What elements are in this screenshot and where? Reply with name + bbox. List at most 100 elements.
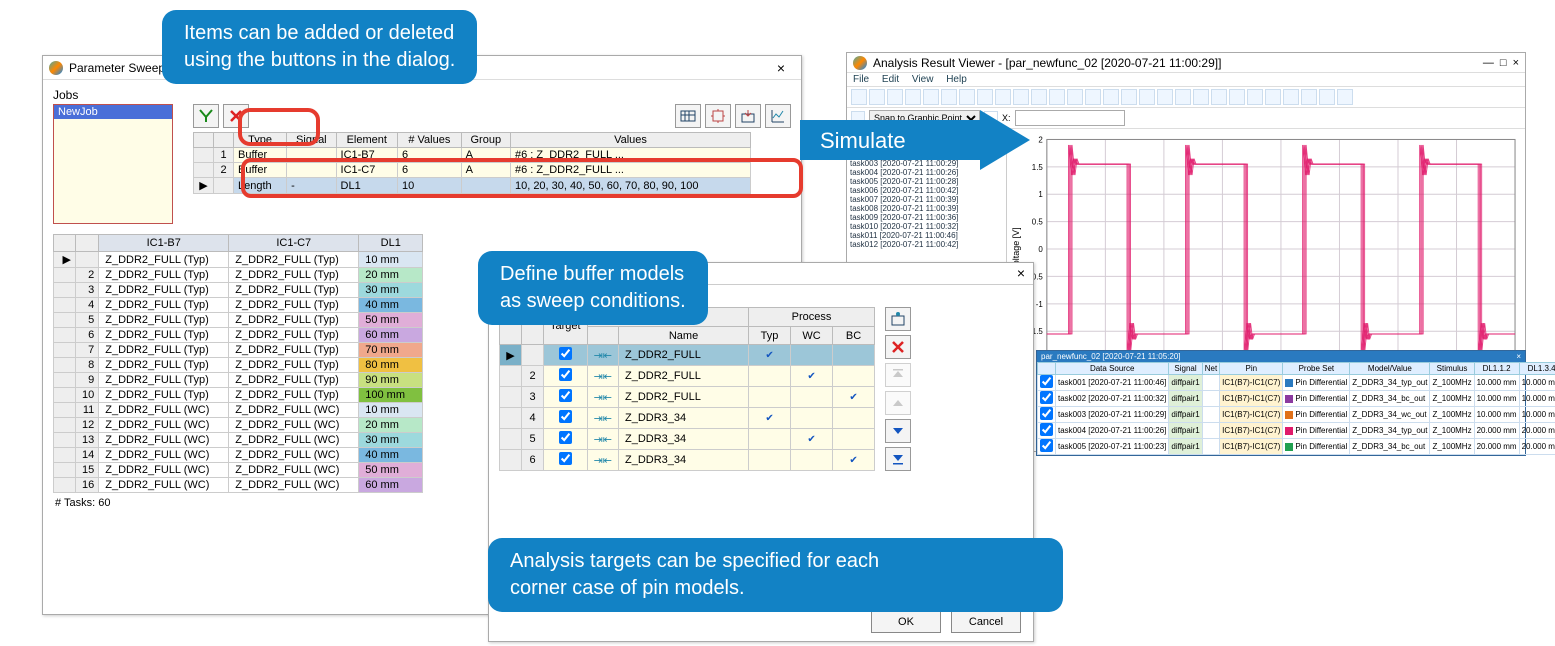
values-row[interactable]: 4 ⇥⇤ Z_DDR3_34 [500, 408, 875, 429]
toolbar-icon[interactable] [1067, 89, 1083, 105]
toolbar-icon[interactable] [1193, 89, 1209, 105]
col-values[interactable]: Values [510, 133, 750, 148]
minimize-icon[interactable]: — [1483, 57, 1494, 69]
values-row[interactable]: ▶ ⇥⇤ Z_DDR2_FULL [500, 345, 875, 366]
task-item[interactable]: task011 [2020-07-21 11:00:46] [847, 231, 1006, 240]
cancel-button[interactable]: Cancel [951, 611, 1021, 633]
toolbar-icon[interactable] [1301, 89, 1317, 105]
toolbar-icon[interactable] [995, 89, 1011, 105]
row-checkbox[interactable] [1040, 423, 1053, 436]
combo-col-2[interactable]: IC1-C7 [229, 235, 359, 252]
results-row[interactable]: task003 [2020-07-21 11:00:29]diffpair1 I… [1038, 407, 1555, 423]
close-icon[interactable]: × [1516, 352, 1521, 361]
menu-help[interactable]: Help [946, 74, 967, 85]
results-col[interactable]: Data Source [1056, 363, 1169, 375]
toolbar-icon[interactable] [905, 89, 921, 105]
grid-icon[interactable] [675, 104, 701, 128]
move-up-icon[interactable] [885, 391, 911, 415]
toolbar-icon[interactable] [1031, 89, 1047, 105]
results-col[interactable]: DL1.3.4 [1519, 363, 1555, 375]
toolbar-icon[interactable] [959, 89, 975, 105]
combo-row[interactable]: 6 Z_DDR2_FULL (Typ)Z_DDR2_FULL (Typ)60 m… [54, 328, 423, 343]
row-checkbox[interactable] [1040, 439, 1053, 452]
toolbar-icon[interactable] [1121, 89, 1137, 105]
ok-button[interactable]: OK [871, 611, 941, 633]
combo-row[interactable]: 3 Z_DDR2_FULL (Typ)Z_DDR2_FULL (Typ)30 m… [54, 283, 423, 298]
combo-row[interactable]: 9 Z_DDR2_FULL (Typ)Z_DDR2_FULL (Typ)90 m… [54, 373, 423, 388]
delete-icon[interactable] [885, 335, 911, 359]
move-top-icon[interactable] [885, 363, 911, 387]
import-icon[interactable] [735, 104, 761, 128]
x-input[interactable] [1015, 110, 1125, 126]
combo-row[interactable]: 10 Z_DDR2_FULL (Typ)Z_DDR2_FULL (Typ)100… [54, 388, 423, 403]
toolbar-icon[interactable] [851, 89, 867, 105]
target-checkbox[interactable] [559, 410, 572, 423]
move-bottom-icon[interactable] [885, 447, 911, 471]
col-name[interactable]: Name [619, 326, 749, 345]
target-checkbox[interactable] [559, 431, 572, 444]
close-icon[interactable]: × [1513, 57, 1519, 69]
task-item[interactable]: task006 [2020-07-21 11:00:42] [847, 186, 1006, 195]
target-checkbox[interactable] [559, 389, 572, 402]
task-item[interactable]: task010 [2020-07-21 11:00:32] [847, 222, 1006, 231]
col-process[interactable]: Process [749, 308, 875, 327]
toolbar-icon[interactable] [1103, 89, 1119, 105]
menu-file[interactable]: File [853, 74, 869, 85]
toolbar-icon[interactable] [1319, 89, 1335, 105]
toolbar-icon[interactable] [923, 89, 939, 105]
toolbar-icon[interactable] [1211, 89, 1227, 105]
toolbar-icon[interactable] [869, 89, 885, 105]
results-row[interactable]: task001 [2020-07-21 11:00:46]diffpair1 I… [1038, 375, 1555, 391]
row-checkbox[interactable] [1040, 375, 1053, 388]
target-icon[interactable] [705, 104, 731, 128]
toolbar-icon[interactable] [1265, 89, 1281, 105]
results-col[interactable]: DL1.1.2 [1474, 363, 1519, 375]
values-row[interactable]: 2 ⇥⇤ Z_DDR2_FULL [500, 366, 875, 387]
toolbar-icon[interactable] [1337, 89, 1353, 105]
values-row[interactable]: 5 ⇥⇤ Z_DDR3_34 [500, 429, 875, 450]
close-icon[interactable]: × [1017, 265, 1025, 282]
values-row[interactable]: 6 ⇥⇤ Z_DDR3_34 [500, 450, 875, 471]
toolbar-icon[interactable] [941, 89, 957, 105]
results-col[interactable]: Pin [1220, 363, 1283, 375]
combo-row[interactable]: 11 Z_DDR2_FULL (WC)Z_DDR2_FULL (WC)10 mm [54, 403, 423, 418]
edit-icon[interactable] [885, 307, 911, 331]
results-col[interactable]: Probe Set [1283, 363, 1350, 375]
target-checkbox[interactable] [559, 452, 572, 465]
results-col[interactable]: Signal [1169, 363, 1202, 375]
combo-col-3[interactable]: DL1 [359, 235, 423, 252]
task-item[interactable]: task009 [2020-07-21 11:00:36] [847, 213, 1006, 222]
combo-row[interactable]: 12 Z_DDR2_FULL (WC)Z_DDR2_FULL (WC)20 mm [54, 418, 423, 433]
jobs-list[interactable]: NewJob [53, 104, 173, 224]
menu-edit[interactable]: Edit [882, 74, 899, 85]
results-col[interactable]: Net [1202, 363, 1219, 375]
col-type[interactable]: Type [234, 133, 287, 148]
job-row[interactable]: 2 Buffer IC1-C7 6 A #6 : Z_DDR2_FULL ... [194, 163, 751, 178]
job-row[interactable]: ▶ Length - DL1 10 10, 20, 30, 40, 50, 60… [194, 178, 751, 194]
toolbar-icon[interactable] [1175, 89, 1191, 105]
combo-row[interactable]: 4 Z_DDR2_FULL (Typ)Z_DDR2_FULL (Typ)40 m… [54, 298, 423, 313]
combo-col-1[interactable]: IC1-B7 [99, 235, 229, 252]
col-nvalues[interactable]: # Values [398, 133, 462, 148]
toolbar-icon[interactable] [1283, 89, 1299, 105]
target-checkbox[interactable] [559, 368, 572, 381]
results-row[interactable]: task004 [2020-07-21 11:00:26]diffpair1 I… [1038, 423, 1555, 439]
task-item[interactable]: task008 [2020-07-21 11:00:39] [847, 204, 1006, 213]
add-button[interactable] [193, 104, 219, 128]
combo-row[interactable]: 2 Z_DDR2_FULL (Typ)Z_DDR2_FULL (Typ)20 m… [54, 268, 423, 283]
combo-row[interactable]: 16 Z_DDR2_FULL (WC)Z_DDR2_FULL (WC)60 mm [54, 478, 423, 493]
toolbar-icon[interactable] [1085, 89, 1101, 105]
chart-icon[interactable] [765, 104, 791, 128]
task-item[interactable]: task005 [2020-07-21 11:00:28] [847, 177, 1006, 186]
task-item[interactable]: task007 [2020-07-21 11:00:39] [847, 195, 1006, 204]
results-row[interactable]: task002 [2020-07-21 11:00:32]diffpair1 I… [1038, 391, 1555, 407]
col-element[interactable]: Element [336, 133, 398, 148]
col-typ[interactable]: Typ [749, 326, 791, 345]
combo-row[interactable]: 5 Z_DDR2_FULL (Typ)Z_DDR2_FULL (Typ)50 m… [54, 313, 423, 328]
toolbar-icon[interactable] [1229, 89, 1245, 105]
results-col[interactable]: Stimulus [1430, 363, 1474, 375]
col-group[interactable]: Group [461, 133, 510, 148]
toolbar-icon[interactable] [887, 89, 903, 105]
results-col[interactable]: Model/Value [1350, 363, 1430, 375]
toolbar-icon[interactable] [1157, 89, 1173, 105]
